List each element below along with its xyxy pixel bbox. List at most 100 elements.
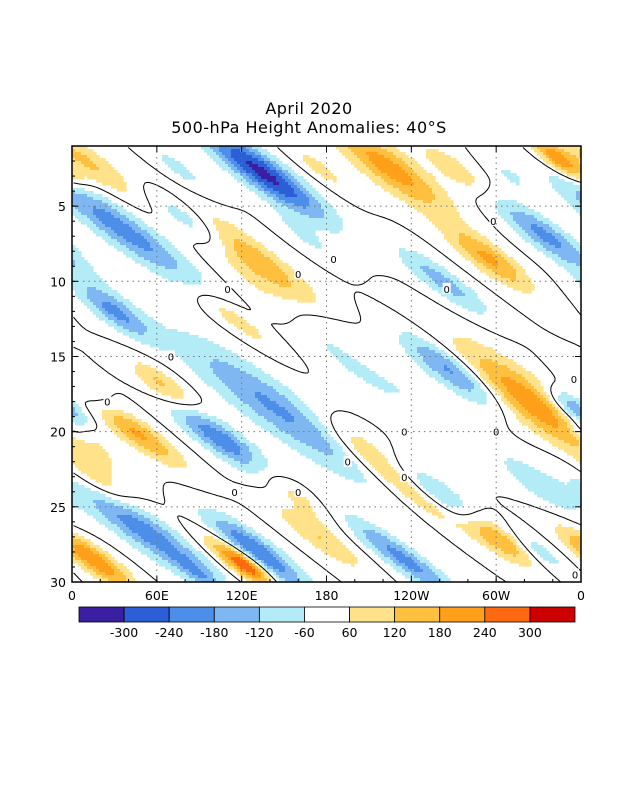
- anomaly-cell: [543, 497, 581, 501]
- anomaly-cell: [543, 401, 550, 405]
- anomaly-cell: [552, 233, 562, 237]
- anomaly-cell: [189, 575, 199, 579]
- anomaly-cell: [306, 443, 331, 447]
- anomaly-cell: [240, 545, 244, 549]
- anomaly-cell: [198, 509, 217, 513]
- anomaly-cell: [129, 443, 139, 447]
- anomaly-cell: [165, 536, 175, 540]
- anomaly-cell: [294, 176, 304, 180]
- anomaly-cell: [246, 443, 256, 447]
- anomaly-cell: [252, 557, 256, 561]
- anomaly-cell: [333, 470, 361, 474]
- anomaly-cell: [159, 548, 178, 552]
- anomaly-cell: [354, 479, 367, 483]
- anomaly-cell: [72, 485, 85, 489]
- anomaly-cell: [87, 296, 115, 300]
- anomaly-cell: [165, 248, 178, 252]
- anomaly-cell: [273, 572, 277, 576]
- anomaly-cell: [282, 170, 289, 174]
- anomaly-cell: [390, 563, 397, 567]
- anomaly-cell: [570, 548, 577, 552]
- anomaly-cell: [81, 221, 94, 225]
- anomaly-cell: [516, 371, 532, 375]
- anomaly-cell: [240, 548, 244, 552]
- anomaly-cell: [234, 176, 244, 180]
- anomaly-cell: [102, 413, 133, 417]
- anomaly-cell: [114, 314, 127, 318]
- anomaly-cell: [129, 542, 142, 546]
- anomaly-cell: [459, 251, 469, 255]
- anomaly-cell: [282, 176, 289, 180]
- anomaly-cell: [210, 425, 223, 429]
- anomaly-cell: [255, 410, 274, 414]
- anomaly-cell: [219, 236, 253, 240]
- anomaly-cell: [93, 212, 112, 216]
- anomaly-cell: [255, 539, 262, 543]
- anomaly-cell: [360, 158, 370, 162]
- anomaly-cell: [168, 350, 232, 354]
- anomaly-cell: [267, 179, 277, 183]
- anomaly-cell: [300, 533, 334, 537]
- anomaly-cell: [249, 281, 274, 285]
- anomaly-cell: [171, 563, 181, 567]
- anomaly-cell: [264, 575, 271, 579]
- anomaly-cell: [201, 443, 211, 447]
- anomaly-cell: [234, 434, 244, 438]
- anomaly-cell: [159, 347, 226, 351]
- anomaly-cell: [558, 419, 565, 423]
- anomaly-cell: [414, 197, 436, 201]
- anomaly-cell: [198, 557, 208, 561]
- anomaly-cell: [150, 518, 160, 522]
- anomaly-cell: [489, 542, 514, 546]
- anomaly-cell: [129, 224, 139, 228]
- anomaly-cell: [144, 539, 169, 543]
- anomaly-cell: [279, 392, 295, 396]
- anomaly-cell: [567, 260, 581, 264]
- anomaly-cell: [258, 398, 271, 402]
- anomaly-cell: [420, 278, 433, 282]
- anomaly-cell: [243, 527, 253, 531]
- anomaly-cell: [423, 179, 436, 183]
- anomaly-cell: [237, 563, 250, 567]
- anomaly-cell: [471, 254, 481, 258]
- anomaly-cell: [216, 152, 223, 156]
- anomaly-cell: [159, 563, 172, 567]
- anomaly-cell: [147, 428, 154, 432]
- anomaly-cell: [501, 380, 517, 384]
- anomaly-cell: [285, 431, 322, 435]
- anomaly-cell: [450, 242, 460, 246]
- anomaly-cell: [87, 542, 94, 546]
- anomaly-cell: [546, 398, 550, 402]
- anomaly-cell: [72, 275, 100, 279]
- anomaly-cell: [495, 251, 505, 255]
- anomaly-cell: [246, 170, 256, 174]
- anomaly-cell: [462, 254, 472, 258]
- anomaly-cell: [522, 413, 532, 417]
- anomaly-cell: [516, 416, 526, 420]
- anomaly-cell: [72, 446, 103, 450]
- anomaly-cell: [189, 548, 196, 552]
- anomaly-cell: [525, 239, 535, 243]
- anomaly-cell: [75, 407, 82, 411]
- anomaly-cell: [303, 206, 307, 210]
- anomaly-cell: [216, 449, 226, 453]
- anomaly-cell: [255, 272, 286, 276]
- anomaly-cell: [537, 416, 556, 420]
- anomaly-cell: [573, 455, 581, 459]
- anomaly-cell: [111, 560, 118, 564]
- anomaly-cell: [252, 575, 262, 579]
- anomaly-cell: [285, 560, 295, 564]
- anomaly-cell: [303, 185, 313, 189]
- anomaly-cell: [360, 452, 382, 456]
- colorbar-label: -120: [245, 625, 273, 640]
- anomaly-cell: [561, 170, 568, 174]
- anomaly-cell: [105, 554, 112, 558]
- anomaly-cell: [435, 197, 451, 201]
- anomaly-cell: [477, 260, 487, 264]
- anomaly-cell: [444, 383, 454, 387]
- anomaly-cell: [369, 176, 382, 180]
- anomaly-cell: [483, 257, 496, 261]
- anomaly-cell: [456, 524, 499, 528]
- anomaly-cell: [135, 368, 157, 372]
- anomaly-cell: [327, 440, 337, 444]
